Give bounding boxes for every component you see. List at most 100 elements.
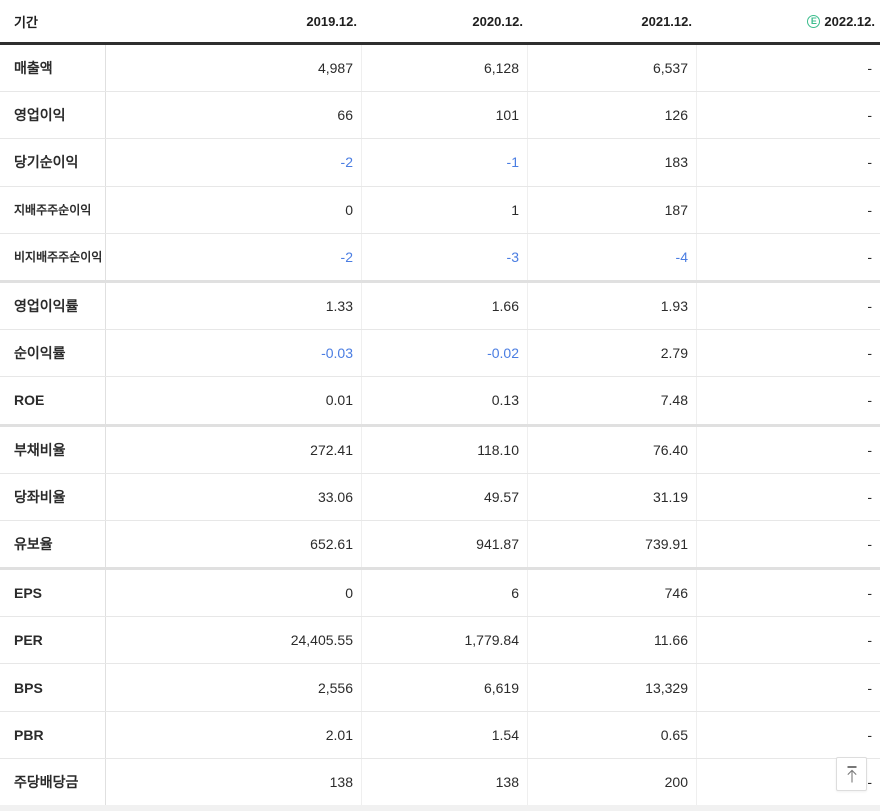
header-divider xyxy=(0,42,880,45)
cell-value: 33.06 xyxy=(106,473,362,520)
cell-value: 0 xyxy=(106,186,362,233)
cell-value: 6,128 xyxy=(362,45,528,92)
cell-value: 13,329 xyxy=(528,664,697,711)
cell-value: 200 xyxy=(528,758,697,805)
cell-value: 1.66 xyxy=(362,282,528,330)
cell-value: 4,987 xyxy=(106,45,362,92)
row-label: EPS xyxy=(0,570,106,617)
table-row: BPS 2,556 6,619 13,329 - xyxy=(0,664,880,712)
cell-value: 49.57 xyxy=(362,473,528,520)
cell-value: 6,619 xyxy=(362,664,528,711)
row-label: 부채비율 xyxy=(0,426,106,473)
row-label: 영업이익률 xyxy=(0,282,106,330)
table-row: 매출액 4,987 6,128 6,537 - xyxy=(0,45,880,93)
cell-value: - xyxy=(867,441,872,458)
cell-value: - xyxy=(867,488,872,505)
cell-value: 31.19 xyxy=(528,473,697,520)
table-row: 순이익률 -0.03 -0.02 2.79 - xyxy=(0,330,880,378)
cell-value: 7.48 xyxy=(528,377,697,424)
cell-value: 1.93 xyxy=(528,282,697,330)
cell-value: -0.03 xyxy=(106,330,362,377)
cell-value: - xyxy=(867,726,872,743)
table-row: 당기순이익 -2 -1 183 - xyxy=(0,139,880,187)
column-header: 2020.12. xyxy=(362,14,528,29)
cell-value: 126 xyxy=(528,92,697,139)
cell-value: 24,405.55 xyxy=(106,617,362,664)
cell-value: 1.33 xyxy=(106,282,362,330)
row-label: BPS xyxy=(0,664,106,711)
column-header: E 2022.12. xyxy=(697,14,880,29)
row-label: 당좌비율 xyxy=(0,473,106,520)
cell-value: 652.61 xyxy=(106,520,362,568)
row-label: 유보율 xyxy=(0,520,106,568)
row-label: 주당배당금 xyxy=(0,758,106,805)
column-header-label: 2020.12. xyxy=(472,13,523,29)
table-row: EPS 0 6 746 - xyxy=(0,570,880,618)
row-label: 당기순이익 xyxy=(0,139,106,186)
table-row: 주당배당금 138 138 200- xyxy=(0,758,880,805)
cell-value: 2.01 xyxy=(106,711,362,758)
table-row: PBR 2.01 1.54 0.65 - xyxy=(0,711,880,759)
column-header: 2019.12. xyxy=(106,14,362,29)
table-row: 부채비율 272.41 118.10 76.40 - xyxy=(0,426,880,474)
table-row: 영업이익률 1.33 1.66 1.93 - xyxy=(0,282,880,331)
cell-value: - xyxy=(867,154,872,171)
table-row: 유보율 652.61 941.87 739.91 - xyxy=(0,520,880,571)
cell-value: - xyxy=(867,585,872,602)
cell-value: 0.01 xyxy=(106,377,362,424)
table-header: 기간 2019.12. 2020.12. 2021.12. E 2022.12. xyxy=(0,0,880,42)
cell-value: - xyxy=(867,535,872,552)
column-header-label: 2022.12. xyxy=(824,13,875,29)
page-bottom-band xyxy=(0,805,880,811)
cell-value: 11.66 xyxy=(528,617,697,664)
arrow-up-to-bar-icon xyxy=(846,765,857,782)
cell-value: - xyxy=(867,298,872,315)
cell-value: 138 xyxy=(362,758,528,805)
column-header-label: 2021.12. xyxy=(641,13,692,29)
cell-value: -0.02 xyxy=(362,330,528,377)
table-row: 지배주주순이익 0 1 187 - xyxy=(0,186,880,234)
cell-value: - xyxy=(867,773,872,790)
table-row: ROE 0.01 0.13 7.48 - xyxy=(0,377,880,427)
cell-value: -4 xyxy=(528,233,697,280)
cell-value: 0 xyxy=(106,570,362,617)
cell-value: 272.41 xyxy=(106,426,362,473)
row-label: PER xyxy=(0,617,106,664)
cell-value: 138 xyxy=(106,758,362,805)
cell-value: 739.91 xyxy=(528,520,697,568)
cell-value: 76.40 xyxy=(528,426,697,473)
row-label: 매출액 xyxy=(0,45,106,92)
row-label: 지배주주순이익 xyxy=(0,186,106,233)
cell-value: -1 xyxy=(362,139,528,186)
estimate-circle-e-icon: E xyxy=(807,14,821,28)
table-body: 매출액 4,987 6,128 6,537- 영업이익 66 101 126- 당기순이익 -2-… xyxy=(0,45,880,805)
cell-value: -2 xyxy=(106,139,362,186)
cell-value: -2 xyxy=(106,233,362,280)
cell-value: 183 xyxy=(528,139,697,186)
cell-value: 187 xyxy=(528,186,697,233)
row-label: 순이익률 xyxy=(0,330,106,377)
cell-value: - xyxy=(867,632,872,649)
cell-value: 66 xyxy=(106,92,362,139)
scroll-to-top-button[interactable] xyxy=(836,757,867,791)
cell-value: 2.79 xyxy=(528,330,697,377)
cell-value: 1.54 xyxy=(362,711,528,758)
cell-value: 1,779.84 xyxy=(362,617,528,664)
cell-value: - xyxy=(867,201,872,218)
cell-value: 6 xyxy=(362,570,528,617)
cell-value: - xyxy=(867,679,872,696)
cell-value: 6,537 xyxy=(528,45,697,92)
row-label: 비지배주주순이익 xyxy=(0,233,106,280)
cell-value: 118.10 xyxy=(362,426,528,473)
row-label: ROE xyxy=(0,377,106,424)
cell-value: - xyxy=(867,345,872,362)
table-row: 영업이익 66 101 126 - xyxy=(0,92,880,140)
cell-value: - xyxy=(867,392,872,409)
row-label: PBR xyxy=(0,711,106,758)
cell-value: - xyxy=(867,107,872,124)
cell-value: 1 xyxy=(362,186,528,233)
cell-value: -3 xyxy=(362,233,528,280)
cell-value: 0.13 xyxy=(362,377,528,424)
table-row: 당좌비율 33.06 49.57 31.19 - xyxy=(0,473,880,521)
cell-value: 746 xyxy=(528,570,697,617)
